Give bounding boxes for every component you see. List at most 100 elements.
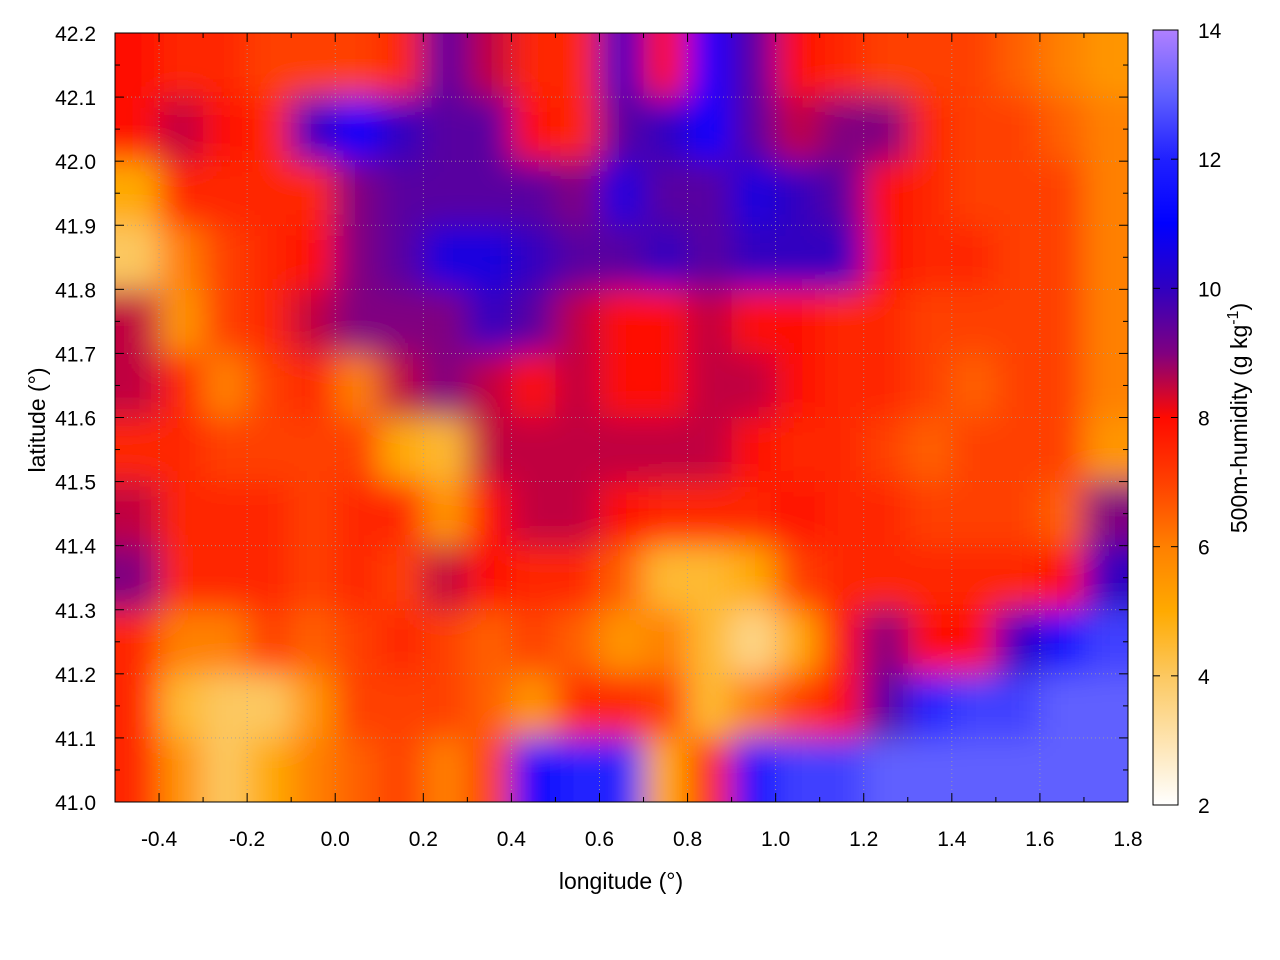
heatmap-cell (687, 289, 733, 355)
heatmap-cell (379, 417, 425, 483)
heatmap-cell (907, 289, 953, 355)
heatmap-cell (731, 737, 777, 802)
heatmap-cell (819, 97, 865, 163)
heatmap-cell (995, 673, 1041, 739)
heatmap-cell (1039, 609, 1085, 675)
heatmap-cell (115, 545, 161, 611)
heatmap-cell (555, 161, 601, 227)
heatmap-cell (203, 481, 249, 547)
heatmap-cell (819, 33, 865, 99)
heatmap-cell (379, 481, 425, 547)
heatmap-cell (643, 481, 689, 547)
heatmap-cell (907, 97, 953, 163)
heatmap-cell (775, 353, 821, 419)
heatmap-cell (203, 289, 249, 355)
heatmap-cell (731, 225, 777, 291)
heatmap-cell (687, 737, 733, 802)
heatmap-cell (335, 225, 381, 291)
heatmap-cell (423, 225, 469, 291)
x-tick-label: 0.2 (409, 828, 438, 851)
heatmap-cell (335, 481, 381, 547)
heatmap-cell (995, 417, 1041, 483)
heatmap-cell (203, 353, 249, 419)
heatmap-cell (687, 481, 733, 547)
heatmap-cell (159, 609, 205, 675)
heatmap-cell (951, 353, 997, 419)
heatmap-cell (1039, 673, 1085, 739)
y-tick-label: 41.3 (55, 600, 96, 623)
heatmap-cell (687, 97, 733, 163)
x-tick-label: 0.8 (673, 828, 702, 851)
x-tick-label: -0.4 (141, 828, 178, 851)
heatmap-cell (203, 673, 249, 739)
colorbar-tick-label: 10 (1198, 278, 1221, 301)
heatmap-cell (247, 609, 293, 675)
heatmap-cell (643, 737, 689, 802)
heatmap-cell (247, 33, 293, 99)
colorbar-label: 500m-humidity (g kg-1) (1225, 303, 1252, 533)
y-tick-label: 41.0 (55, 792, 96, 815)
heatmap-cell (951, 417, 997, 483)
x-tick-label: 0.4 (497, 828, 527, 851)
x-axis-label: longitude (°) (559, 868, 683, 894)
colorbar-ticks: 2 4 6 8 10 12 14 (1153, 20, 1222, 818)
heatmap-cell (819, 417, 865, 483)
heatmap-cell (115, 673, 161, 739)
colorbar-tick-label: 14 (1198, 20, 1222, 43)
heatmap-cell (643, 289, 689, 355)
heatmap-cell (995, 609, 1041, 675)
heatmap-cell (907, 353, 953, 419)
heatmap-cell (379, 225, 425, 291)
heatmap-cell (1083, 737, 1128, 802)
heatmap-cell (731, 97, 777, 163)
heatmap-cell (115, 737, 161, 802)
heatmap-cell (643, 609, 689, 675)
heatmap-cell (599, 225, 645, 291)
heatmap-cell (863, 289, 909, 355)
y-tick-label: 42.1 (55, 87, 96, 110)
heatmap-cell (379, 673, 425, 739)
heatmap-cell (335, 161, 381, 227)
heatmap-cell (115, 417, 161, 483)
heatmap-cell (643, 673, 689, 739)
heatmap-cell (423, 33, 469, 99)
heatmap-cell (335, 417, 381, 483)
heatmap-cell (291, 545, 337, 611)
heatmap-cell (599, 481, 645, 547)
heatmap-cell (511, 417, 557, 483)
heatmap-cell (159, 545, 205, 611)
heatmap-cell (203, 161, 249, 227)
heatmap-cell (423, 609, 469, 675)
heatmap-cell (687, 609, 733, 675)
heatmap-cell (291, 97, 337, 163)
heatmap-cell (159, 353, 205, 419)
heatmap-cell (907, 545, 953, 611)
heatmap-cell (511, 673, 557, 739)
heatmap-cell (159, 33, 205, 99)
heatmap-cell (599, 97, 645, 163)
heatmap-cell (335, 33, 381, 99)
heatmap-cell (511, 545, 557, 611)
heatmap-cell (951, 545, 997, 611)
heatmap-cell (863, 737, 909, 802)
heatmap-cell (687, 673, 733, 739)
heatmap-cell (247, 737, 293, 802)
heatmap-cell (115, 161, 161, 227)
heatmap-cell (775, 545, 821, 611)
heatmap-cell (379, 737, 425, 802)
heatmap-cell (511, 481, 557, 547)
heatmap-cell (511, 609, 557, 675)
heatmap-cell (643, 545, 689, 611)
heatmap-cell (291, 161, 337, 227)
heatmap-cell (159, 481, 205, 547)
heatmap-cells (115, 33, 1128, 802)
heatmap-area (115, 33, 1128, 802)
heatmap-cell (247, 353, 293, 419)
heatmap-cell (555, 673, 601, 739)
heatmap-cell (115, 33, 161, 99)
heatmap-cell (467, 609, 513, 675)
heatmap-cell (687, 353, 733, 419)
heatmap-cell (115, 353, 161, 419)
heatmap-cell (467, 33, 513, 99)
heatmap-cell (555, 33, 601, 99)
